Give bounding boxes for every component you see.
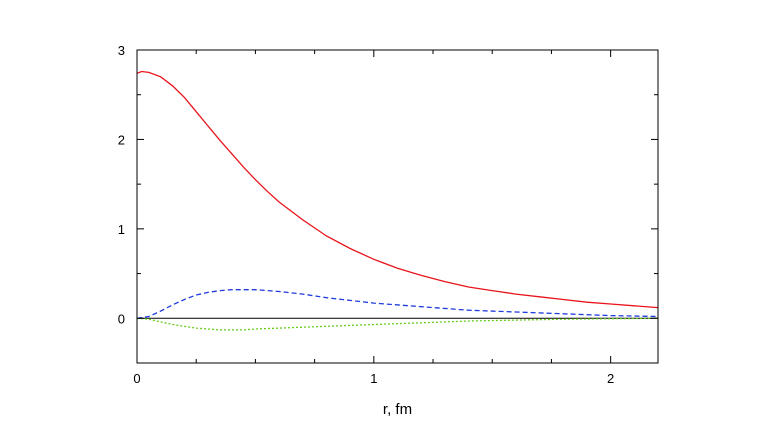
x-tick-label: 0 [133, 371, 140, 386]
plot-frame [136, 49, 659, 364]
ticks-layer: 0 1 2 0 1 2 3 [118, 43, 658, 386]
x-tick-label: 2 [607, 371, 614, 386]
series-layer [136, 70, 659, 331]
y-tick-label: 2 [118, 132, 125, 147]
y-tick-label: 3 [118, 43, 125, 58]
x-axis-label: r, fm [383, 401, 412, 418]
x-tick-label: 1 [370, 371, 377, 386]
series-line-3 [136, 317, 659, 331]
series-line-2 [136, 289, 659, 319]
series-line-1 [136, 70, 659, 309]
y-tick-label: 1 [118, 222, 125, 237]
y-tick-label: 0 [118, 311, 125, 326]
